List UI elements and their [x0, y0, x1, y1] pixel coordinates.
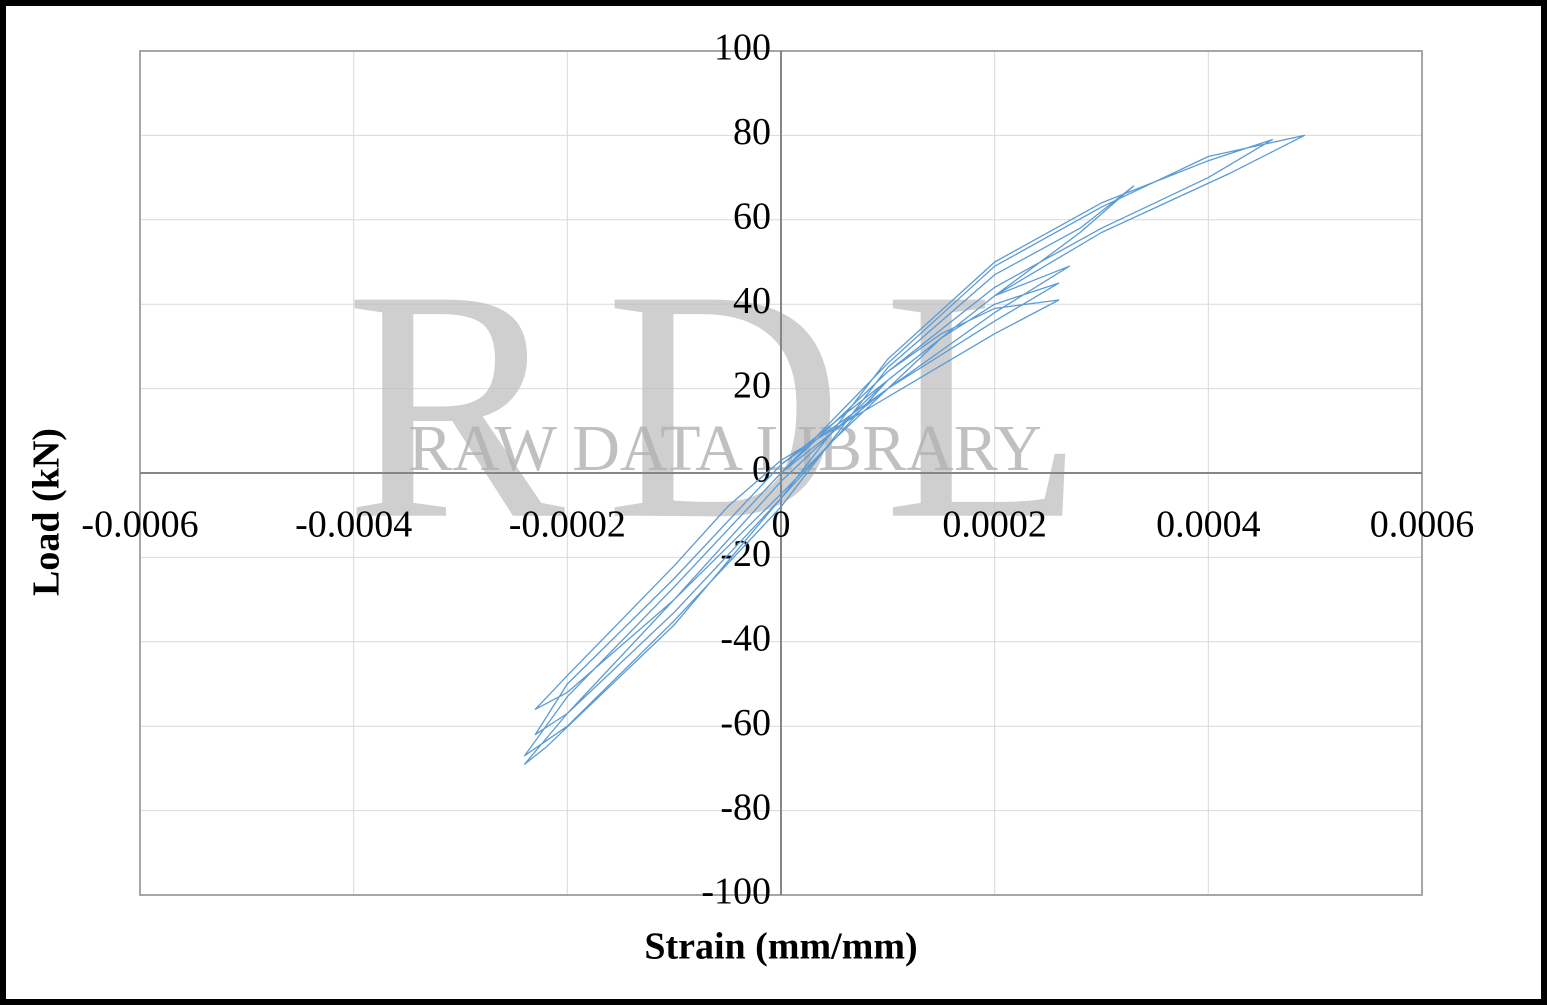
y-tick-label: 20: [733, 364, 771, 406]
x-axis-title: Strain (mm/mm): [644, 926, 917, 968]
y-tick-label: 100: [714, 27, 771, 69]
watermark-logo: RDL: [345, 223, 1125, 588]
x-tick-label: 0.0006: [1370, 504, 1475, 546]
y-tick-label: 60: [733, 196, 771, 238]
x-tick-label: 0.0004: [1156, 504, 1261, 546]
y-tick-label: -100: [701, 871, 771, 913]
x-tick-label: 0: [772, 504, 791, 546]
y-axis-title: Load (kN): [26, 428, 68, 596]
y-tick-label: -60: [720, 702, 771, 744]
data-line: [523, 134, 1306, 765]
x-tick-label: -0.0004: [295, 504, 412, 546]
y-tick-label: 40: [733, 280, 771, 322]
x-tick-label: -0.0006: [81, 504, 198, 546]
watermark-text: RAW DATA LIBRARY: [408, 412, 1042, 485]
y-tick-label: -80: [720, 786, 771, 828]
x-tick-label: -0.0002: [509, 504, 626, 546]
x-tick-label: 0.0002: [942, 504, 1047, 546]
y-tick-label: 80: [733, 111, 771, 153]
y-tick-label: 0: [752, 449, 771, 491]
y-tick-label: -40: [720, 618, 771, 660]
